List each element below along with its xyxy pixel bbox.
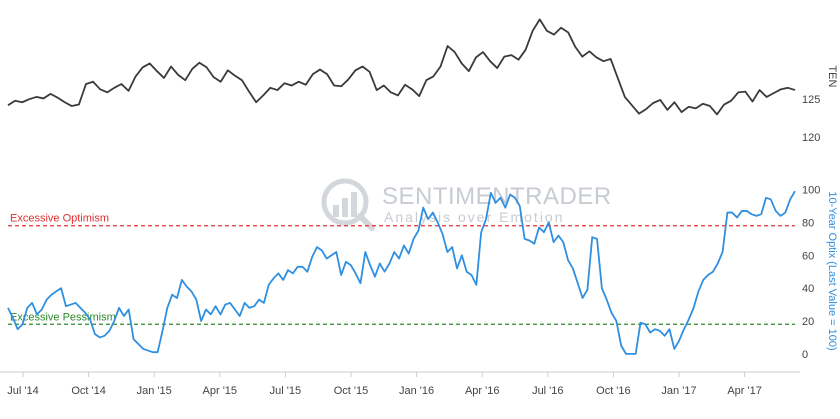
ten-series-line (7, 18, 796, 116)
bottom-y-tick-label: 0 (802, 349, 808, 361)
excessive-optimism-label: Excessive Optimism (10, 213, 109, 225)
top-panel: 120 125 TEN (7, 18, 838, 144)
bottom-y-tick-label: 20 (802, 316, 814, 328)
optix-series-line (7, 190, 796, 355)
x-tick-label: Jan '17 (661, 385, 696, 397)
bottom-y-tick-label: 60 (802, 250, 814, 262)
x-tick-label: Oct '16 (596, 385, 631, 397)
bottom-y-ticks: 0 20 40 60 80 100 (802, 185, 820, 361)
watermark-logo-bar-1 (333, 205, 339, 217)
top-y-tick-label: 125 (802, 94, 820, 106)
bottom-y-axis-label: 10-Year Optix (Last Value = 100) (826, 191, 838, 350)
x-tick-label: Apr '15 (203, 385, 238, 397)
watermark: SENTIMENTRADER Analysis over Emotion (321, 178, 612, 231)
top-y-axis-label: TEN (826, 65, 838, 87)
bottom-y-tick-label: 80 (802, 217, 814, 229)
x-axis: Jul '14 Oct '14 Jan '15 Apr '15 Jul '15 Oct '… (0, 371, 800, 397)
x-tick-label: Jul '15 (270, 385, 301, 397)
x-tick-label: Oct '15 (334, 385, 369, 397)
watermark-logo-bar-3 (351, 192, 357, 217)
x-tick-label: Jan '15 (137, 385, 172, 397)
x-tick-label: Jul '16 (532, 385, 563, 397)
top-y-ticks: 120 125 (802, 94, 820, 144)
watermark-logo-handle (357, 213, 375, 231)
x-tick-label: Apr '16 (465, 385, 500, 397)
watermark-brand: SENTIMENTRADER (382, 183, 612, 210)
bottom-panel: Excessive Optimism Excessive Pessimism 0… (7, 185, 838, 361)
watermark-logo-icon (321, 178, 369, 226)
x-tick-label: Oct '14 (71, 385, 106, 397)
top-y-tick-label: 120 (802, 132, 820, 144)
bottom-y-tick-label: 100 (802, 185, 820, 197)
watermark-logo-bar-2 (342, 198, 348, 217)
x-ticks: Jul '14 Oct '14 Jan '15 Apr '15 Jul '15 Oct '… (7, 372, 762, 397)
watermark-tagline: Analysis over Emotion (384, 209, 565, 225)
x-tick-label: Jan '16 (399, 385, 434, 397)
bottom-y-tick-label: 40 (802, 283, 814, 295)
x-tick-label: Apr '17 (727, 385, 762, 397)
x-tick-label: Jul '14 (7, 385, 38, 397)
